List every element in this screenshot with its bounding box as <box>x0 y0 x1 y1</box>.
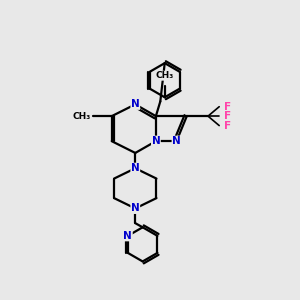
Text: N: N <box>131 99 140 110</box>
Text: N: N <box>131 163 140 173</box>
Text: N: N <box>152 136 160 146</box>
Text: CH₃: CH₃ <box>72 112 91 121</box>
Text: N: N <box>172 136 181 146</box>
Text: F: F <box>224 102 232 112</box>
Text: N: N <box>124 231 132 241</box>
Text: F: F <box>224 111 232 121</box>
Text: CH₃: CH₃ <box>156 71 174 80</box>
Text: N: N <box>131 203 140 213</box>
Text: F: F <box>224 121 232 130</box>
